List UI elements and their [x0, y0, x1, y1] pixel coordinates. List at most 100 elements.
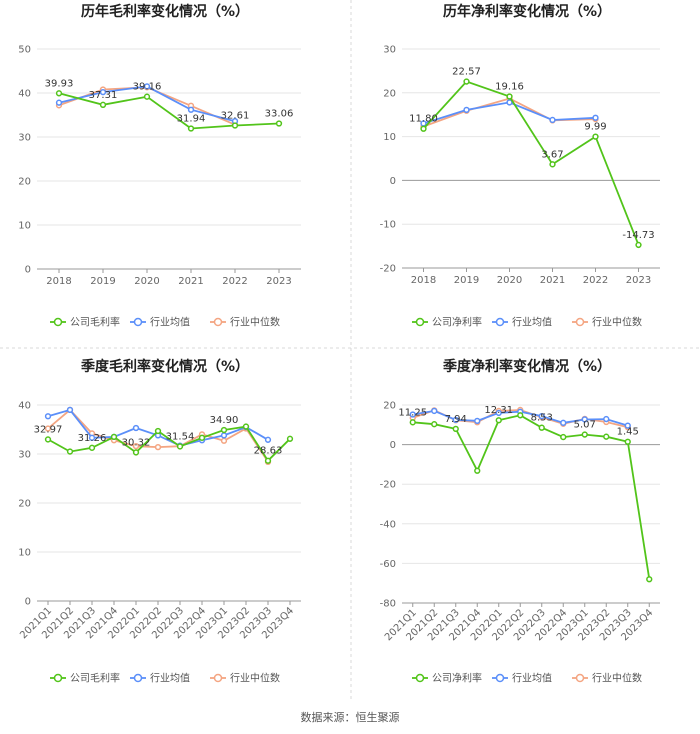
data-point-company	[132, 449, 140, 456]
series-line-company	[47, 425, 291, 463]
data-point-company	[646, 576, 653, 583]
data-label: 1.45	[617, 427, 639, 438]
x-tick-label: 2018	[46, 276, 71, 287]
quarter_gross-chart: 季度毛利率变化情况（%）0102030402021Q12021Q22021Q32…	[18, 358, 301, 685]
legend-marker-company	[415, 673, 425, 683]
legend-marker-median	[213, 673, 223, 683]
x-tick-label: 2023	[626, 275, 651, 286]
data-label: 34.90	[210, 415, 239, 426]
series-line-company	[422, 80, 640, 246]
data-point-company	[495, 417, 502, 424]
data-point-median	[220, 437, 228, 444]
legend-marker-median	[575, 673, 585, 683]
data-point-avg	[624, 422, 631, 429]
legend-label: 行业中位数	[592, 316, 642, 329]
data-point-company	[55, 90, 63, 97]
data-point-avg	[603, 415, 610, 423]
legend-marker-avg	[133, 673, 143, 683]
legend-label: 公司毛利率	[70, 316, 120, 329]
data-point-avg	[506, 99, 513, 106]
legend-label: 行业中位数	[230, 316, 280, 329]
x-tick-label: 2019	[90, 276, 115, 287]
data-label: 39.16	[133, 82, 162, 93]
data-label: 39.93	[45, 78, 74, 89]
legend-marker-avg	[495, 673, 505, 683]
legend-label: 行业均值	[512, 672, 552, 685]
y-tick-label: 30	[383, 45, 396, 56]
data-point-company	[198, 434, 206, 441]
data-label: -14.73	[622, 230, 654, 241]
data-label: 11.80	[409, 114, 438, 125]
x-tick-label: 2019	[454, 275, 479, 286]
y-tick-label: 30	[18, 133, 31, 144]
data-label: 31.54	[166, 431, 195, 442]
data-label: 11.25	[398, 407, 427, 418]
data-point-company	[603, 433, 610, 440]
data-point-avg	[474, 417, 481, 424]
data-source: 数据来源：恒生聚源	[300, 711, 400, 724]
data-point-avg	[452, 416, 459, 424]
x-tick-label: 2023	[266, 276, 291, 287]
data-point-company	[275, 120, 283, 127]
data-point-company	[187, 125, 195, 132]
data-point-company	[110, 433, 118, 441]
y-tick-label: 0	[25, 265, 31, 276]
data-label: 28.63	[254, 446, 283, 457]
data-point-company	[517, 412, 524, 419]
data-point-avg	[463, 106, 470, 114]
y-tick-label: 50	[18, 45, 31, 56]
data-point-company	[143, 93, 151, 100]
y-tick-label: -20	[380, 480, 396, 491]
chart-title: 历年毛利率变化情况（%）	[81, 3, 249, 20]
chart-title: 季度净利率变化情况（%）	[442, 358, 611, 375]
y-tick-label: -80	[380, 599, 396, 610]
legend-marker-median	[575, 317, 585, 327]
data-label: 5.07	[574, 420, 596, 431]
data-point-avg	[409, 411, 416, 418]
legend-label: 行业均值	[512, 316, 552, 329]
legend-label: 公司净利率	[432, 316, 482, 329]
x-tick-label: 2020	[134, 276, 159, 287]
series-line-company	[412, 414, 651, 580]
legend-marker-median	[213, 317, 223, 327]
data-point-company	[66, 448, 74, 455]
data-point-company	[624, 438, 631, 445]
y-tick-label: -40	[380, 519, 396, 530]
x-tick-label: 2018	[411, 275, 436, 286]
y-tick-label: 20	[18, 499, 31, 510]
data-point-median	[132, 443, 140, 450]
data-point-avg	[495, 409, 502, 417]
data-point-avg	[187, 106, 195, 113]
data-point-avg	[581, 416, 588, 423]
chart-title: 季度毛利率变化情况（%）	[80, 358, 249, 375]
legend-label: 行业均值	[150, 316, 190, 329]
data-point-avg	[132, 424, 140, 432]
data-point-avg	[560, 419, 567, 426]
annual_net-chart: 历年净利率变化情况（%） -20 -10 0 10 20 30 2018 2019 2020 202…	[380, 3, 660, 329]
y-tick-label: -20	[380, 264, 396, 275]
data-point-avg	[264, 436, 272, 443]
data-label: 31.26	[78, 433, 107, 444]
data-label: 32.61	[221, 111, 250, 122]
data-point-company	[474, 467, 481, 474]
data-point-company	[154, 427, 162, 435]
data-label: 19.16	[495, 81, 524, 92]
y-tick-label: 40	[18, 89, 31, 100]
data-label: 32.97	[34, 424, 63, 435]
data-label: 9.99	[584, 122, 606, 133]
data-point-company	[506, 93, 513, 100]
data-point-company	[560, 433, 567, 441]
data-point-avg	[549, 116, 556, 124]
y-tick-label: 10	[18, 221, 31, 232]
y-tick-label: 20	[18, 177, 31, 188]
y-tick-label: 30	[18, 450, 31, 461]
data-point-company	[420, 125, 427, 132]
x-tick-label: 2021	[178, 276, 203, 287]
y-tick-label: -60	[380, 559, 396, 570]
data-point-company	[99, 101, 107, 108]
y-tick-label: -10	[380, 220, 396, 231]
y-tick-label: 20	[383, 88, 396, 99]
data-point-company	[286, 435, 294, 442]
quarter_net-chart: 季度净利率变化情况（%）-80-60-40-200202021Q12021Q22…	[380, 358, 660, 685]
